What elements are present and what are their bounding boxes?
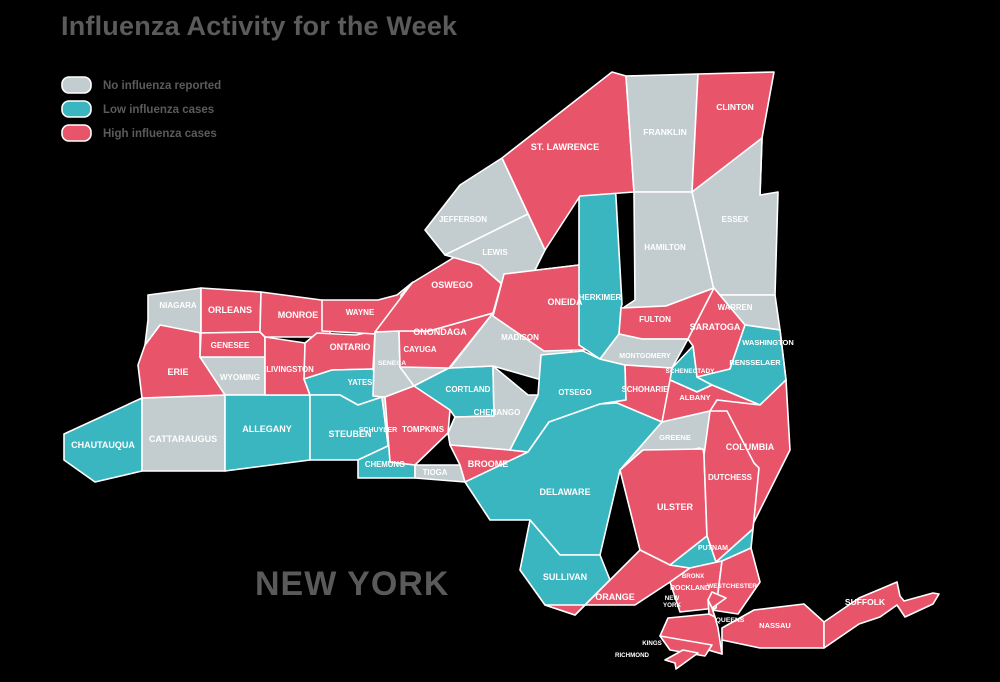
svg-text:CORTLAND: CORTLAND bbox=[446, 385, 491, 394]
svg-text:GREENE: GREENE bbox=[659, 433, 691, 442]
svg-text:RICHMOND: RICHMOND bbox=[615, 652, 650, 659]
svg-text:YATES: YATES bbox=[348, 378, 373, 387]
svg-text:SULLIVAN: SULLIVAN bbox=[543, 572, 587, 582]
svg-text:OTSEGO: OTSEGO bbox=[558, 388, 591, 397]
svg-text:DUTCHESS: DUTCHESS bbox=[708, 473, 753, 482]
svg-text:HERKIMER: HERKIMER bbox=[579, 293, 622, 302]
svg-text:ULSTER: ULSTER bbox=[657, 502, 694, 512]
svg-text:ALBANY: ALBANY bbox=[679, 393, 710, 402]
svg-text:HAMILTON: HAMILTON bbox=[644, 243, 686, 252]
svg-text:SCHUYLER: SCHUYLER bbox=[359, 427, 398, 434]
svg-text:MONROE: MONROE bbox=[278, 310, 319, 320]
svg-text:CLINTON: CLINTON bbox=[716, 102, 754, 112]
svg-text:SCHENECTADY: SCHENECTADY bbox=[666, 368, 716, 375]
svg-text:RENSSELAER: RENSSELAER bbox=[729, 358, 781, 367]
svg-text:TOMPKINS: TOMPKINS bbox=[402, 425, 445, 434]
svg-text:ESSEX: ESSEX bbox=[722, 215, 749, 224]
svg-text:Influenza Activity for the Wee: Influenza Activity for the Week bbox=[61, 11, 458, 41]
svg-text:COLUMBIA: COLUMBIA bbox=[726, 442, 775, 452]
svg-text:OSWEGO: OSWEGO bbox=[431, 280, 473, 290]
svg-text:SENECA: SENECA bbox=[378, 360, 406, 367]
svg-text:CAYUGA: CAYUGA bbox=[403, 345, 436, 354]
svg-text:JEFFERSON: JEFFERSON bbox=[439, 215, 487, 224]
svg-text:CATTARAUGUS: CATTARAUGUS bbox=[149, 434, 217, 444]
svg-text:LEWIS: LEWIS bbox=[482, 248, 508, 257]
svg-text:PUTNAM: PUTNAM bbox=[698, 545, 728, 552]
svg-text:Low influenza cases: Low influenza cases bbox=[103, 104, 214, 116]
svg-text:SCHOHARIE: SCHOHARIE bbox=[622, 385, 669, 394]
svg-text:SUFFOLK: SUFFOLK bbox=[845, 597, 886, 607]
svg-text:WASHINGTON: WASHINGTON bbox=[742, 338, 794, 347]
svg-text:ONONDAGA: ONONDAGA bbox=[413, 327, 467, 337]
svg-text:LIVINGSTON: LIVINGSTON bbox=[266, 365, 314, 374]
svg-text:ONTARIO: ONTARIO bbox=[330, 342, 371, 352]
svg-text:ERIE: ERIE bbox=[167, 367, 188, 377]
svg-text:ROCKLAND: ROCKLAND bbox=[670, 585, 710, 592]
svg-text:MONTGOMERY: MONTGOMERY bbox=[619, 353, 671, 360]
svg-text:CHAUTAUQUA: CHAUTAUQUA bbox=[71, 440, 135, 450]
svg-text:MADISON: MADISON bbox=[501, 333, 539, 342]
svg-text:CHENANGO: CHENANGO bbox=[474, 408, 521, 417]
svg-text:No influenza reported: No influenza reported bbox=[103, 80, 221, 92]
svg-text:FULTON: FULTON bbox=[639, 315, 671, 324]
svg-text:High influenza cases: High influenza cases bbox=[103, 128, 217, 140]
svg-text:FRANKLIN: FRANKLIN bbox=[643, 127, 686, 137]
svg-text:DELAWARE: DELAWARE bbox=[539, 487, 590, 497]
svg-text:NASSAU: NASSAU bbox=[759, 621, 791, 630]
svg-text:WESTCHESTER: WESTCHESTER bbox=[707, 583, 757, 590]
svg-text:WARREN: WARREN bbox=[718, 303, 753, 312]
svg-text:WYOMING: WYOMING bbox=[220, 373, 260, 382]
svg-text:YORK: YORK bbox=[663, 602, 681, 609]
svg-text:ST. LAWRENCE: ST. LAWRENCE bbox=[531, 142, 599, 152]
svg-text:ONEIDA: ONEIDA bbox=[547, 297, 583, 307]
svg-text:SARATOGA: SARATOGA bbox=[690, 322, 741, 332]
svg-text:ALLEGANY: ALLEGANY bbox=[242, 424, 292, 434]
svg-text:WAYNE: WAYNE bbox=[346, 308, 375, 317]
svg-text:GENESEE: GENESEE bbox=[211, 341, 250, 350]
svg-text:KINGS: KINGS bbox=[642, 640, 662, 647]
svg-text:QUEENS: QUEENS bbox=[716, 617, 745, 624]
svg-text:BRONX: BRONX bbox=[682, 573, 705, 580]
svg-text:ORLEANS: ORLEANS bbox=[208, 305, 252, 315]
svg-text:CHEMUNG: CHEMUNG bbox=[365, 460, 405, 469]
svg-text:BROOME: BROOME bbox=[468, 459, 509, 469]
svg-text:TIOGA: TIOGA bbox=[423, 468, 448, 477]
svg-text:NEW YORK: NEW YORK bbox=[255, 565, 449, 603]
svg-text:ORANGE: ORANGE bbox=[595, 592, 635, 602]
svg-text:NIAGARA: NIAGARA bbox=[159, 301, 197, 310]
